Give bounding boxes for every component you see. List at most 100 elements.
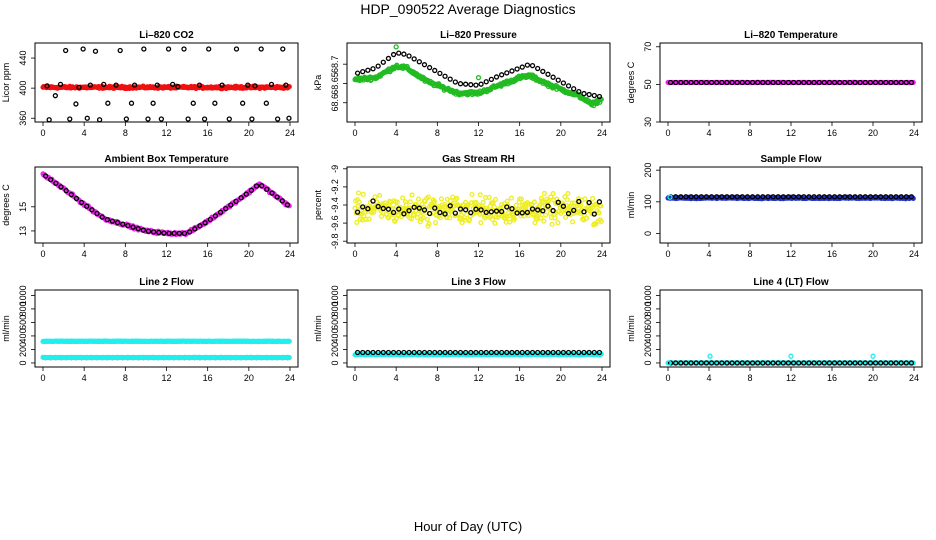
x-tick-label: 8 — [435, 373, 440, 383]
series-group — [665, 79, 916, 86]
hourly-point — [852, 194, 858, 200]
hourly-point — [447, 76, 453, 82]
hourly-point — [847, 194, 853, 200]
hourly-point — [258, 46, 264, 52]
hourly-point — [842, 360, 848, 366]
x-tick-label: 8 — [747, 128, 752, 138]
hourly-point — [493, 74, 500, 80]
minute-point — [438, 196, 445, 202]
hourly-point — [504, 349, 510, 356]
y-tick-label: 1000 — [330, 285, 340, 305]
y-tick-label: 1000 — [643, 285, 653, 305]
hourly-point — [176, 230, 183, 236]
hourly-point — [187, 229, 193, 235]
minute-point — [357, 216, 363, 223]
y-tick-label: -9.2 — [330, 179, 340, 195]
hourly-point — [52, 93, 58, 99]
hourly-point — [393, 44, 399, 50]
hourly-point — [545, 349, 551, 356]
hourly-point — [903, 79, 909, 86]
hourly-point — [852, 360, 858, 366]
y-tick-label: 440 — [18, 51, 28, 66]
hourly-point — [196, 82, 203, 88]
hourly-point — [550, 207, 556, 214]
y-tick-label: 400 — [18, 328, 28, 343]
hourly-point — [529, 349, 536, 356]
hourly-point — [581, 349, 587, 356]
minute-point — [458, 212, 464, 218]
hourly-point — [535, 349, 541, 356]
hourly-point — [765, 194, 771, 200]
hourly-point — [442, 73, 448, 79]
y-tick-label: -9.6 — [330, 215, 340, 231]
hourly-point — [826, 360, 833, 366]
minute-point — [548, 194, 554, 200]
hourly-point — [181, 230, 188, 236]
hourly-point — [893, 79, 899, 86]
minute-point — [409, 192, 415, 198]
hourly-point — [84, 115, 90, 121]
hourly-point — [714, 194, 720, 200]
hourly-point — [421, 62, 428, 68]
y-tick-label: 0 — [18, 360, 28, 365]
hourly-point — [744, 79, 751, 86]
hourly-point — [401, 349, 407, 356]
hourly-point — [760, 360, 766, 366]
hourly-point — [354, 70, 361, 76]
hourly-point — [770, 194, 776, 200]
x-tick-label: 0 — [352, 249, 357, 259]
hourly-point — [678, 79, 684, 86]
hourly-point — [212, 100, 218, 106]
series-group — [40, 171, 292, 238]
hourly-point — [867, 79, 874, 86]
x-tick-label: 20 — [244, 128, 254, 138]
series-group — [352, 349, 604, 358]
panel-title: Sample Flow — [760, 154, 821, 165]
minute-point — [582, 196, 588, 202]
panel-frame — [34, 166, 299, 244]
hourly-point — [765, 79, 771, 86]
minute-point — [591, 221, 597, 227]
hourly-point — [175, 83, 181, 90]
hourly-point — [401, 211, 407, 217]
hourly-point — [576, 89, 582, 95]
minute-point — [541, 218, 547, 224]
hourly-point — [57, 81, 64, 88]
hourly-point — [739, 79, 745, 86]
hourly-point — [540, 349, 546, 356]
minute-point — [545, 198, 552, 204]
minute-point — [486, 194, 492, 200]
minute-point — [531, 199, 537, 205]
hourly-point — [862, 79, 868, 86]
hourly-point — [524, 349, 531, 356]
x-tick-label: 4 — [394, 373, 399, 383]
hourly-point — [765, 360, 771, 366]
hourly-point — [283, 82, 289, 88]
hourly-point — [360, 69, 366, 75]
hourly-point — [396, 50, 402, 56]
hourly-point — [893, 360, 899, 366]
hourly-point — [380, 59, 386, 65]
minute-point — [569, 200, 575, 206]
hourly-point — [519, 64, 525, 70]
series-group — [40, 338, 292, 361]
hourly-point — [816, 360, 822, 366]
minute-point — [407, 199, 413, 205]
hourly-point — [535, 65, 541, 72]
hourly-point — [576, 349, 582, 356]
hourly-point — [406, 349, 412, 356]
hourly-point — [883, 194, 889, 200]
hourly-point — [796, 79, 802, 86]
hourly-point — [821, 360, 827, 366]
hourly-point — [390, 349, 397, 356]
x-tick-label: 12 — [161, 249, 171, 259]
hourly-point — [708, 79, 715, 86]
hourly-point — [416, 59, 422, 65]
hourly-point — [862, 194, 868, 200]
hourly-point — [755, 194, 761, 200]
x-tick-label: 12 — [473, 128, 483, 138]
y-tick-label: 600 — [330, 315, 340, 330]
x-tick-label: 8 — [747, 249, 752, 259]
hourly-point — [76, 84, 82, 91]
hourly-point — [729, 79, 735, 86]
